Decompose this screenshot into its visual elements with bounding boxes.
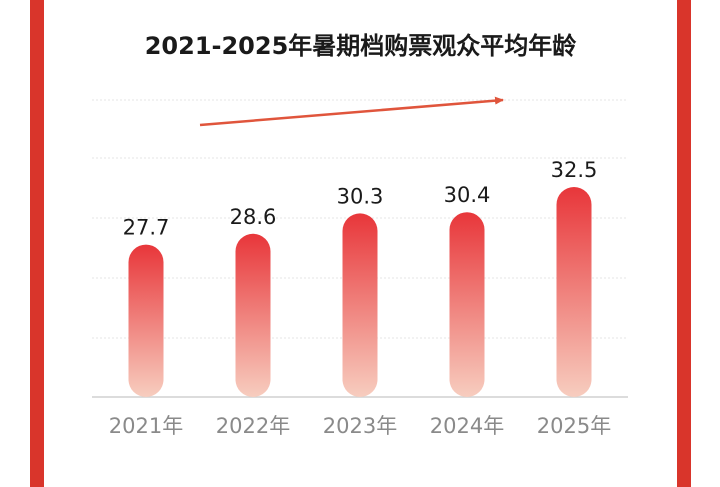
bar-2025年 <box>556 187 592 397</box>
trend-arrow <box>199 96 504 127</box>
bar-2023年 <box>342 213 378 397</box>
x-tick-label: 2022年 <box>216 414 290 438</box>
bar-2021年 <box>128 244 164 397</box>
bar-2024年 <box>449 212 485 397</box>
x-tick-labels-group: 2021年 2022年 2023年 2024年 2025年 <box>109 414 611 438</box>
bars-group <box>128 187 592 397</box>
value-label: 30.4 <box>444 183 491 207</box>
value-labels-group: 27.7 28.6 30.3 30.4 32.5 <box>123 158 598 240</box>
value-label: 27.7 <box>123 216 170 240</box>
chart-title: 2021-2025年暑期档购票观众平均年龄 <box>144 32 577 60</box>
right-red-border <box>677 0 691 487</box>
bar-2022年 <box>235 233 271 397</box>
x-tick-label: 2023年 <box>323 414 397 438</box>
value-label: 28.6 <box>230 205 277 229</box>
left-red-border <box>30 0 44 487</box>
x-tick-label: 2024年 <box>430 414 504 438</box>
value-label: 30.3 <box>337 184 384 208</box>
value-label: 32.5 <box>551 158 598 182</box>
x-tick-label: 2021年 <box>109 414 183 438</box>
x-tick-label: 2025年 <box>537 414 611 438</box>
